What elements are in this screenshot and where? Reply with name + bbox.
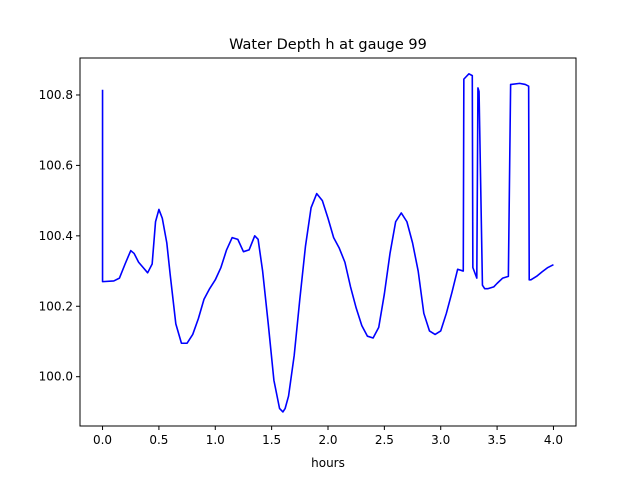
y-axis-ticks: 100.0 100.2 100.4 100.6 100.8: [39, 88, 80, 384]
x-axis-label: hours: [311, 456, 345, 470]
x-tick-label: 0.5: [149, 433, 168, 447]
x-tick-label: 4.0: [544, 433, 563, 447]
x-axis-ticks: 0.0 0.5 1.0 1.5 2.0 2.5 3.0 3.5 4.0: [93, 426, 563, 447]
x-tick-label: 0.0: [93, 433, 112, 447]
series-line-0: [101, 73, 554, 413]
x-tick-label: 3.5: [488, 433, 507, 447]
x-tick-label: 2.0: [318, 433, 337, 447]
x-tick-label: 1.5: [262, 433, 281, 447]
chart-title: Water Depth h at gauge 99: [229, 37, 427, 53]
x-tick-label: 1.0: [206, 433, 225, 447]
series-layer: [101, 73, 554, 413]
y-tick-label: 100.2: [39, 299, 73, 313]
y-tick-label: 100.0: [39, 370, 73, 384]
x-tick-label: 2.5: [375, 433, 394, 447]
y-tick-label: 100.8: [39, 88, 73, 102]
x-tick-label: 3.0: [431, 433, 450, 447]
y-tick-label: 100.6: [39, 158, 73, 172]
y-tick-label: 100.4: [39, 229, 73, 243]
